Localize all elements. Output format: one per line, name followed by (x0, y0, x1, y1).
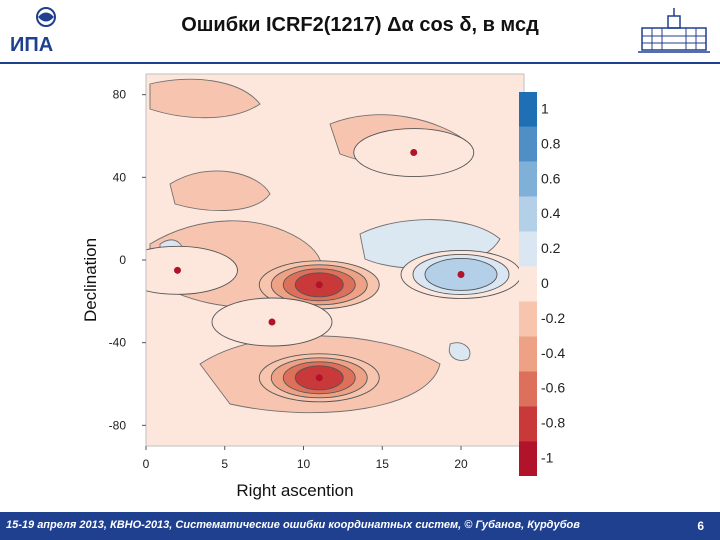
x-tick-label: 15 (376, 457, 390, 471)
colorbar-swatch (519, 406, 537, 442)
contour-patch (169, 170, 271, 211)
y-tick-label: -80 (109, 418, 127, 432)
colorbar-swatch (519, 231, 537, 267)
contour-level (146, 245, 238, 295)
colorbar-swatch (519, 441, 537, 476)
footer-text: 15-19 апреля 2013, КВНО-2013, Систематич… (6, 519, 580, 531)
colorbar-swatch (519, 266, 537, 302)
page-number: 6 (697, 519, 704, 533)
contour-patch (448, 342, 471, 361)
x-axis-label: Right ascention (236, 481, 353, 500)
slide-footer: 15-19 апреля 2013, КВНО-2013, Систематич… (0, 512, 720, 540)
colorbar-swatch (519, 126, 537, 162)
colorbar-label: -0.4 (541, 345, 565, 361)
y-tick-label: 0 (119, 253, 126, 267)
colorbar-label: -0.6 (541, 380, 565, 396)
colorbar-swatch (519, 371, 537, 407)
colorbar-label: 0.2 (541, 240, 561, 256)
slide-header: ИПА Ошибки ICRF2(1217) Δα cos δ, в мсд (0, 0, 720, 64)
colorbar-label: 0.8 (541, 135, 561, 151)
y-tick-label: 40 (113, 170, 127, 184)
y-tick-label: -40 (109, 336, 127, 350)
colorbar-swatch (519, 301, 537, 337)
contour-patch (149, 78, 261, 119)
x-tick-label: 10 (297, 457, 311, 471)
colorbar-label: 1 (541, 100, 549, 116)
y-tick-label: 80 (113, 88, 127, 102)
colorbar-label: -0.2 (541, 310, 565, 326)
colorbar-swatch (519, 196, 537, 232)
extremum-point (174, 266, 181, 274)
building-logo-icon (638, 8, 710, 53)
extremum-point (410, 149, 418, 157)
x-tick-label: 20 (454, 457, 468, 471)
colorbar-swatch (519, 161, 537, 197)
extremum-point (268, 318, 276, 326)
extremum-point (457, 270, 465, 278)
colorbar-label: -1 (541, 450, 554, 466)
x-tick-label: 0 (143, 457, 150, 471)
colorbar-label: 0.4 (541, 205, 561, 221)
colorbar-label: 0.6 (541, 170, 561, 186)
extremum-point (315, 281, 323, 289)
colorbar-label: -0.8 (541, 415, 565, 431)
slide-title: Ошибки ICRF2(1217) Δα cos δ, в мсд (181, 14, 539, 36)
svg-text:ИПА: ИПА (10, 34, 53, 56)
y-axis-label: Declination (81, 238, 100, 322)
colorbar-swatch (519, 336, 537, 372)
colorbar-label: 0 (541, 275, 549, 291)
institute-logo-icon: ИПА (10, 7, 56, 56)
extremum-point (315, 374, 323, 382)
colorbar-swatch (519, 92, 537, 127)
x-tick-label: 5 (221, 457, 228, 471)
